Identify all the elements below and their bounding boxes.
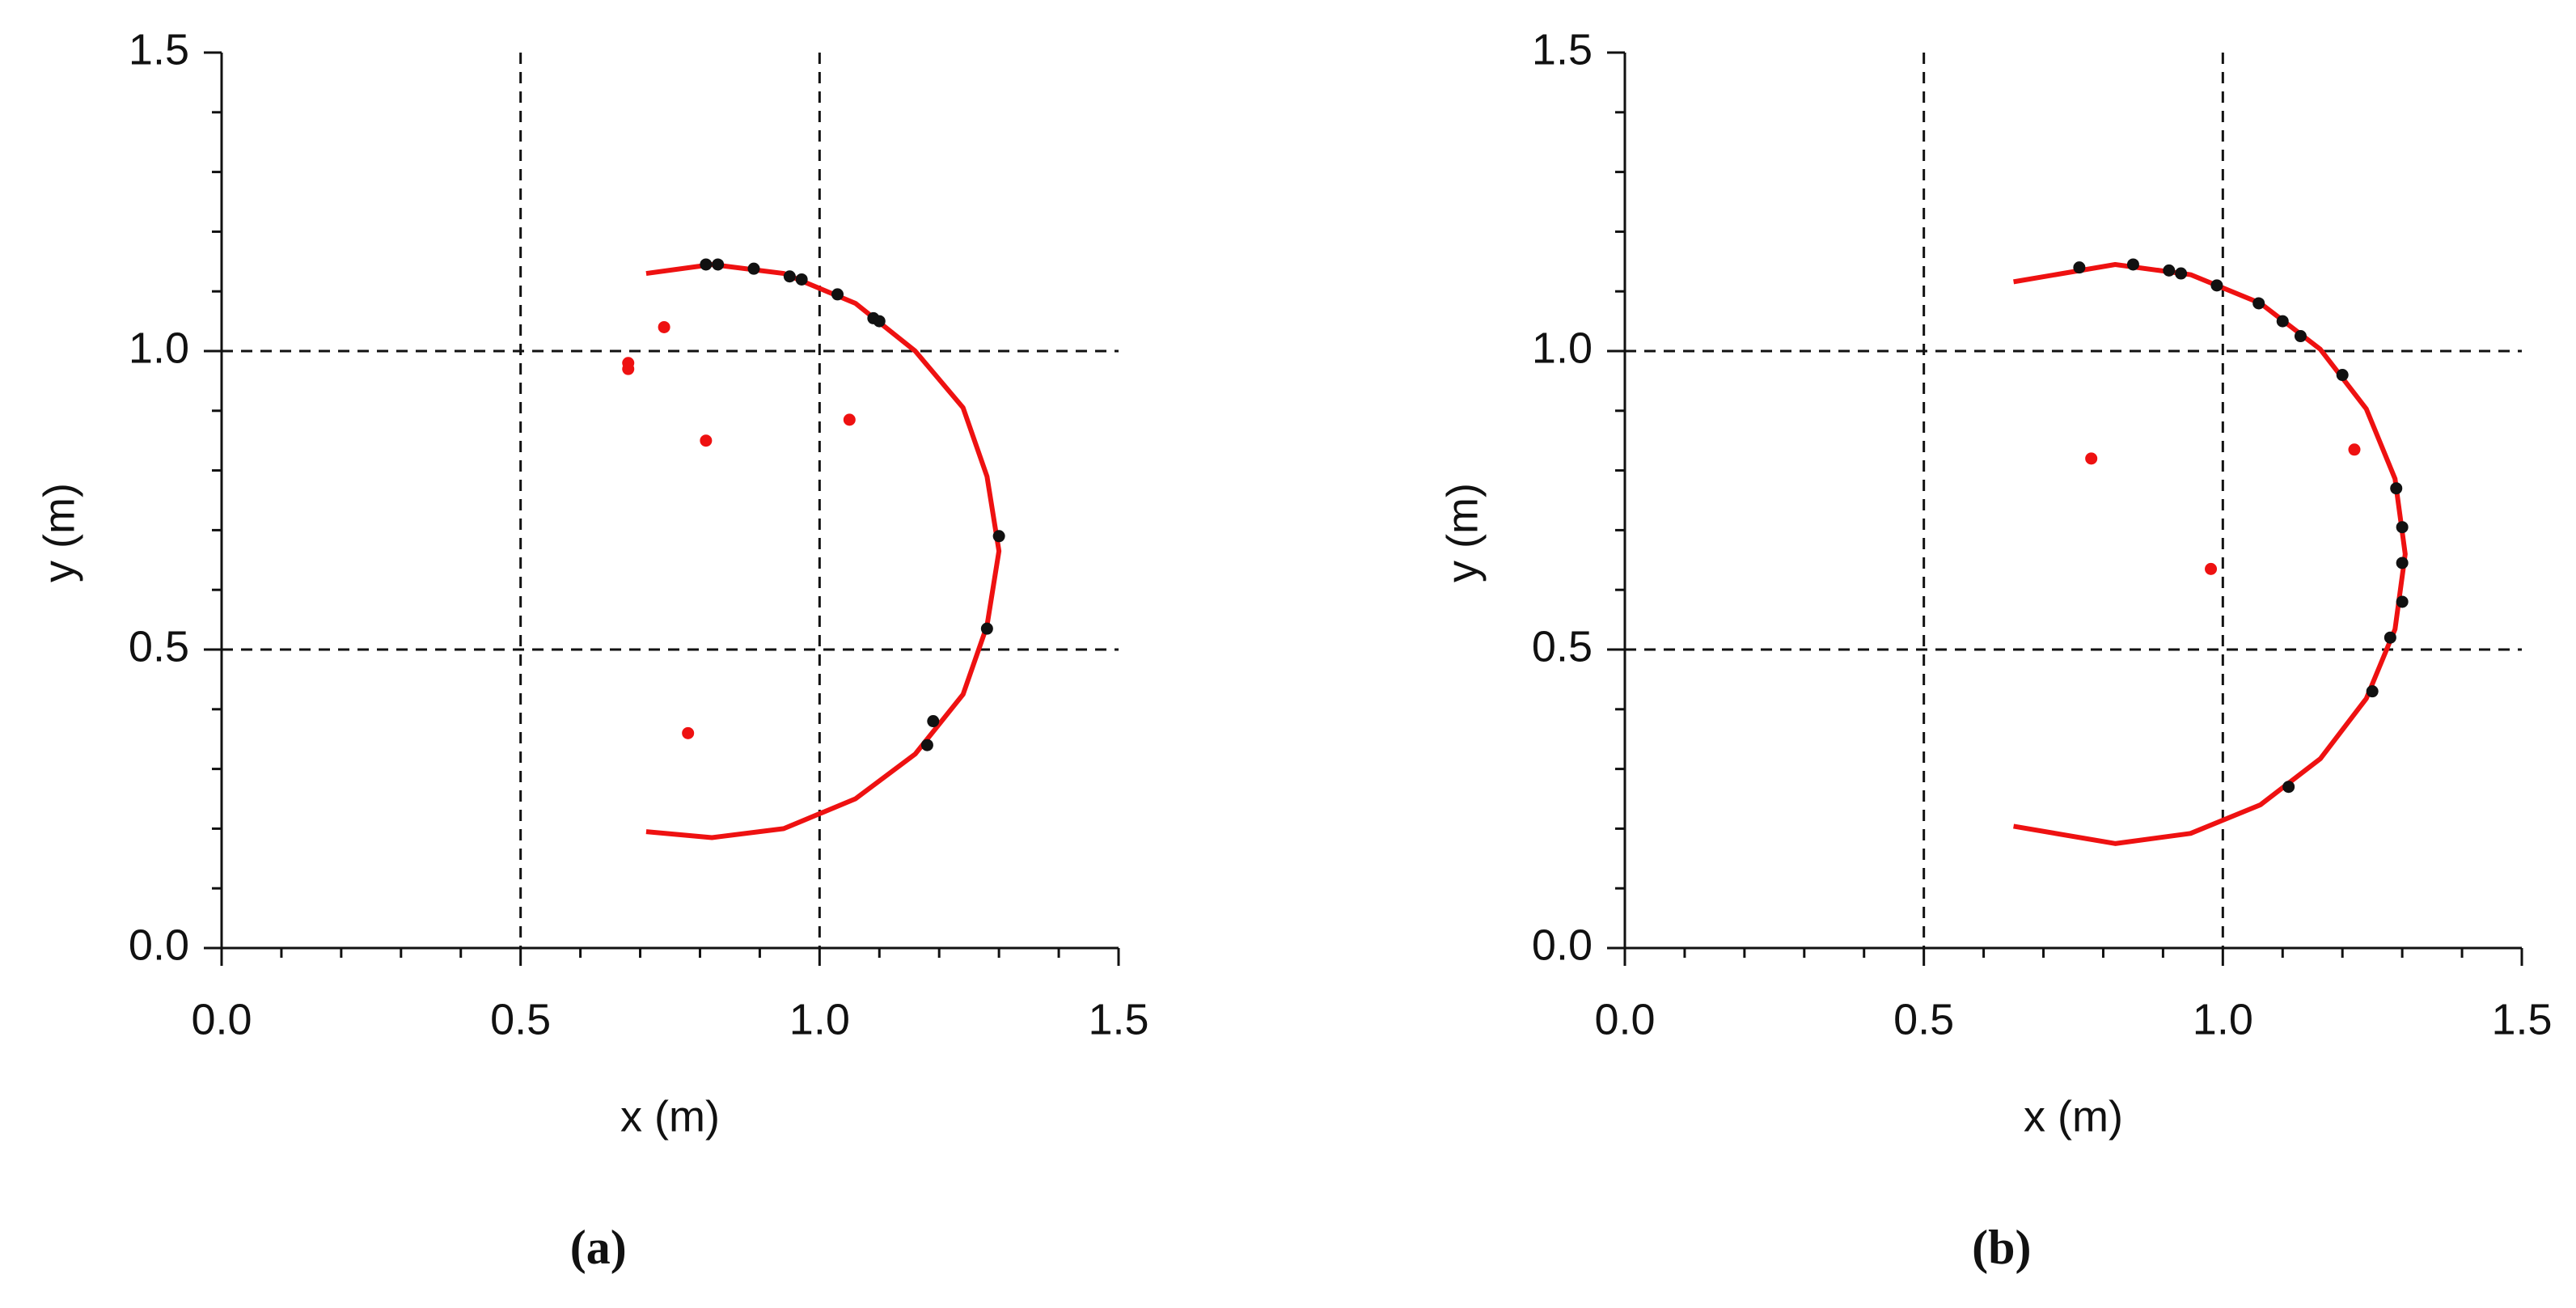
y-tick-label: 1.5 — [1532, 25, 1593, 74]
point — [682, 726, 695, 739]
y-tick-label: 0.5 — [1532, 622, 1593, 671]
point — [2126, 258, 2139, 271]
point — [2336, 369, 2349, 382]
point — [2396, 595, 2409, 608]
x-tick-label: 0.0 — [1594, 995, 1655, 1043]
x-axis-label: x (m) — [620, 1092, 720, 1141]
x-axis-label: x (m) — [2024, 1092, 2123, 1141]
point — [873, 315, 886, 328]
point — [2276, 315, 2289, 328]
point — [712, 258, 725, 271]
panel-label: (a) — [570, 1221, 627, 1274]
point — [2366, 685, 2379, 698]
point — [920, 739, 933, 751]
point — [831, 288, 844, 301]
point — [747, 262, 760, 275]
point — [992, 530, 1005, 543]
point — [2396, 557, 2409, 569]
point — [2282, 781, 2295, 794]
point — [700, 434, 713, 447]
point — [2085, 452, 2098, 465]
point — [2348, 443, 2361, 456]
x-tick-label: 1.5 — [1088, 995, 1148, 1043]
point — [783, 270, 796, 283]
point — [2073, 261, 2086, 274]
y-axis-label: y (m) — [35, 483, 83, 582]
point — [2390, 482, 2403, 495]
y-tick-label: 1.0 — [1532, 324, 1593, 372]
y-tick-label: 0.5 — [129, 622, 189, 671]
x-tick-label: 0.5 — [1893, 995, 1954, 1043]
point — [795, 273, 808, 286]
y-tick-label: 1.5 — [129, 25, 189, 74]
point — [927, 715, 940, 728]
point — [2210, 279, 2223, 292]
x-tick-label: 1.5 — [2491, 995, 2552, 1043]
point — [2396, 521, 2409, 534]
y-axis-label: y (m) — [1438, 483, 1487, 582]
point — [700, 258, 713, 271]
y-tick-label: 0.0 — [1532, 921, 1593, 969]
x-tick-label: 1.0 — [2193, 995, 2253, 1043]
y-tick-label: 1.0 — [129, 324, 189, 372]
y-tick-label: 0.0 — [129, 921, 189, 969]
point — [658, 320, 670, 333]
point — [2175, 267, 2188, 280]
point — [2252, 297, 2265, 310]
point — [843, 413, 856, 426]
point — [2294, 330, 2307, 343]
x-tick-label: 0.0 — [191, 995, 252, 1043]
point — [2384, 631, 2396, 644]
x-tick-label: 1.0 — [789, 995, 850, 1043]
x-tick-label: 0.5 — [490, 995, 551, 1043]
panel-label: (b) — [1972, 1221, 2031, 1274]
point — [980, 622, 993, 635]
point — [622, 362, 635, 375]
fitted-circle — [645, 261, 1002, 840]
point — [2163, 264, 2176, 277]
point — [2205, 562, 2218, 575]
